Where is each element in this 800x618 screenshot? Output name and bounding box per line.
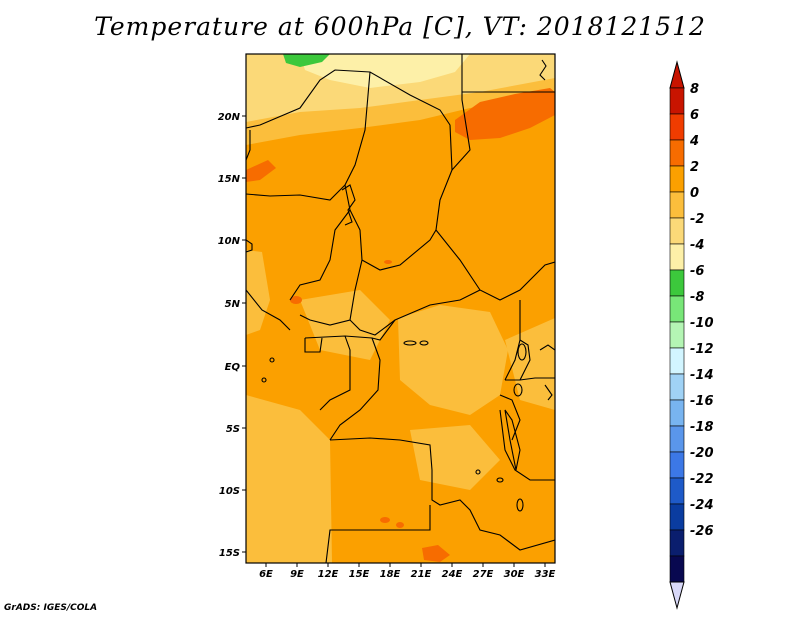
field-region-central	[300, 290, 390, 360]
longitude-axis: 6E 9E 12E 15E 18E 21E 24E 27E 30E 33E	[259, 563, 556, 580]
colorbar-label: -8	[690, 290, 704, 305]
field-patch-warm-small-1	[290, 296, 302, 304]
field-band-north-m4-to-m2	[300, 54, 470, 88]
field-patch-warm-northeast	[455, 88, 555, 140]
lat-label: 15N	[218, 174, 241, 185]
field-patch-warm-west	[246, 160, 276, 182]
lon-label: 6E	[259, 569, 273, 580]
field-patch-m6-to-m4	[283, 54, 330, 67]
country-borders	[246, 54, 555, 563]
colorbar-label: 0	[690, 186, 699, 201]
field-patch-warm-small-2	[380, 517, 390, 523]
colorbar-label: -6	[690, 264, 704, 279]
colorbar-swatch	[669, 217, 685, 245]
field-region-lakes	[505, 318, 555, 410]
colorbar-swatch	[669, 425, 685, 453]
colorbar-label: 8	[690, 82, 699, 97]
lon-label: 30E	[504, 569, 525, 580]
colorbar-swatch	[669, 529, 685, 557]
colorbar-swatch	[669, 269, 685, 297]
lon-label: 9E	[290, 569, 304, 580]
latitude-axis: 20N 15N 10N 5N EQ 5S 10S 15S	[218, 112, 246, 559]
colorbar-swatch	[669, 87, 685, 115]
colorbar-swatch	[669, 477, 685, 505]
colorbar-label: -2	[690, 212, 704, 227]
colorbar-swatch	[669, 347, 685, 375]
colorbar-swatch	[669, 139, 685, 167]
colorbar-label: -14	[690, 368, 714, 383]
colorbar-label: -26	[690, 524, 714, 539]
colorbar-label: -10	[690, 316, 714, 331]
colorbar-label: 6	[690, 108, 699, 123]
lakes	[261, 340, 527, 512]
colorbar-under-arrow	[669, 581, 685, 610]
grads-footer: GrADS: IGES/COLA	[4, 603, 98, 613]
lon-label: 24E	[442, 569, 463, 580]
lat-label: 15S	[219, 548, 240, 559]
lon-label: 12E	[318, 569, 339, 580]
map-frame	[245, 53, 556, 564]
field-region-west-coast	[246, 395, 332, 563]
colorbar-label: 2	[690, 160, 699, 175]
map-panel	[246, 54, 555, 563]
field-region-southwest	[246, 250, 270, 335]
colorbar-over-arrow	[669, 60, 685, 89]
lat-label: EQ	[225, 362, 241, 373]
colorbar-swatch	[669, 555, 685, 583]
field-patch-warm-small-4	[384, 260, 392, 264]
field-patch-warm-south	[422, 545, 450, 562]
colorbar-swatch	[669, 243, 685, 271]
map-title: Temperature at 600hPa [C], VT: 201812151…	[94, 12, 706, 41]
colorbar-swatch	[669, 165, 685, 193]
lat-label: 10S	[219, 486, 240, 497]
colorbar-label: -4	[690, 238, 704, 253]
lat-label: 5N	[225, 299, 241, 310]
colorbar-swatch	[669, 321, 685, 349]
colorbar-label: 4	[689, 134, 699, 149]
lon-label: 18E	[380, 569, 401, 580]
colorbar-swatch	[669, 399, 685, 427]
lon-label: 27E	[473, 569, 494, 580]
lat-label: 5S	[226, 424, 240, 435]
colorbar-label: -16	[690, 394, 714, 409]
colorbar-label: -12	[690, 342, 714, 357]
colorbar-swatch	[669, 191, 685, 219]
colorbar-swatch	[669, 295, 685, 323]
colorbar-label: -18	[690, 420, 714, 435]
colorbar-swatch	[669, 373, 685, 401]
colorbar-swatch	[669, 113, 685, 141]
field-patch-warm-small-3	[396, 522, 404, 528]
field-region-congo-basin	[398, 305, 508, 415]
colorbar-label: -20	[690, 446, 714, 461]
lon-label: 33E	[535, 569, 556, 580]
colorbar-swatch	[669, 503, 685, 531]
colorbar-swatch	[669, 451, 685, 479]
lon-label: 21E	[411, 569, 432, 580]
lon-label: 15E	[349, 569, 370, 580]
lat-label: 20N	[218, 112, 241, 123]
colorbar: 8 6 4 2 0 -2 -4 -6 -8 -10 -12 -14 -16 -18 -20 -22 -24 -26	[669, 60, 714, 610]
lat-label: 10N	[218, 236, 241, 247]
colorbar-label: -24	[690, 498, 714, 513]
colorbar-label: -22	[690, 472, 714, 487]
